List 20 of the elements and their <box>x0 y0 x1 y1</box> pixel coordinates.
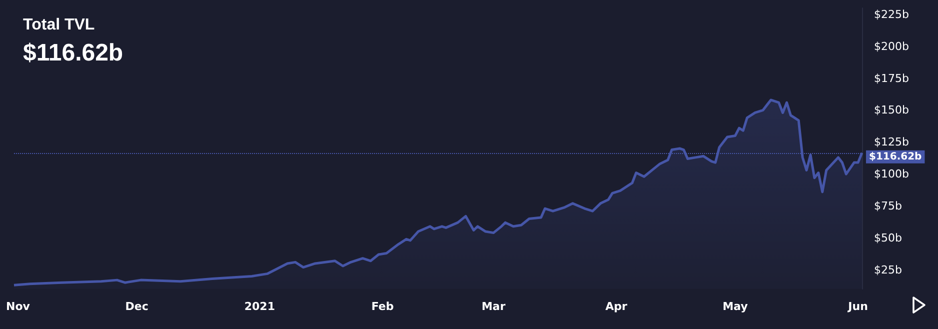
y-tick-label: $75b <box>874 199 902 212</box>
y-tick-label: $200b <box>874 40 909 53</box>
y-tick-label: $100b <box>874 168 909 181</box>
y-tick-label: $175b <box>874 72 909 85</box>
ref-line-label: $116.62b <box>869 151 922 162</box>
y-tick-label: $25b <box>874 263 902 276</box>
y-tick-label: $125b <box>874 136 909 149</box>
text: $116.62b <box>23 40 124 66</box>
y-tick-label: $225b <box>874 8 909 21</box>
x-tick-label: Feb <box>371 300 394 313</box>
x-tick-label: Nov <box>6 300 31 313</box>
x-tick-label: May <box>722 300 748 313</box>
x-tick-label: Dec <box>125 300 148 313</box>
x-tick-label: 2021 <box>244 300 275 313</box>
y-tick-label: $150b <box>874 104 909 117</box>
y-tick-label: $50b <box>874 231 902 244</box>
x-tick-label: Jun <box>847 300 868 313</box>
x-tick-label: Apr <box>605 300 628 313</box>
x-tick-label: Mar <box>482 300 506 313</box>
text: Total TVL <box>23 16 95 34</box>
